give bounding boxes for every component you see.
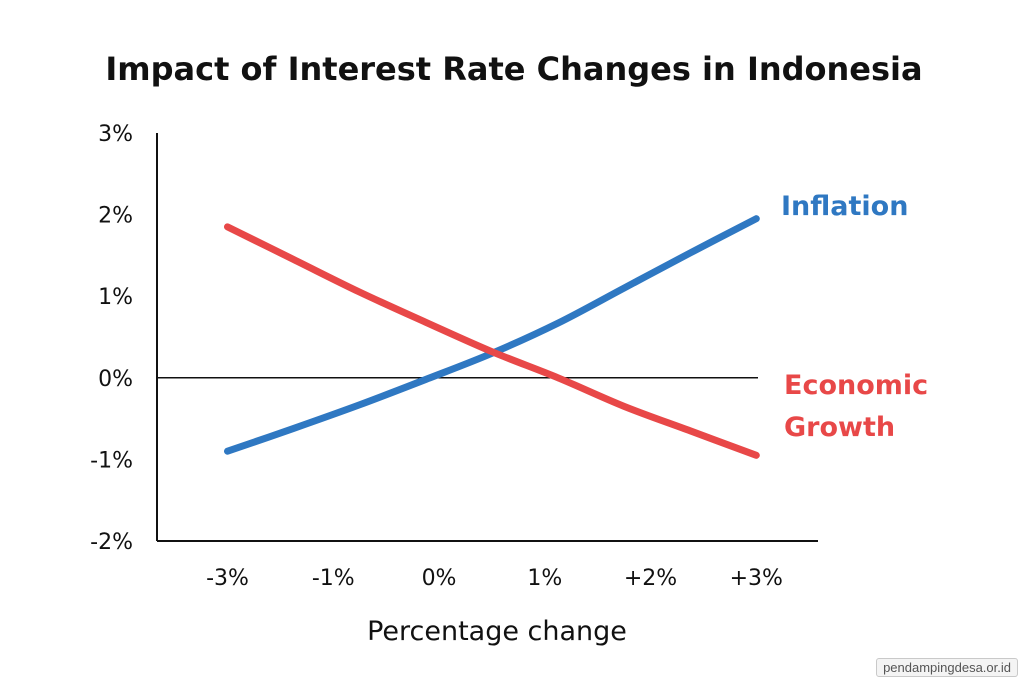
- axes: [156, 133, 818, 542]
- x-tick-label: -3%: [206, 566, 249, 591]
- series-lines: [224, 215, 760, 459]
- y-tick-label: 3%: [98, 122, 133, 147]
- y-tick-label: 2%: [98, 204, 133, 229]
- series-line: [224, 223, 760, 459]
- watermark: pendampingdesa.or.id: [876, 658, 1018, 677]
- y-tick-label: -2%: [90, 530, 133, 555]
- series-label: Growth: [784, 412, 895, 443]
- x-tick-label: +2%: [624, 566, 677, 591]
- x-tick-label: +3%: [730, 566, 783, 591]
- x-tick-label: 0%: [422, 566, 457, 591]
- series-labels: Inflation Economic Growth: [781, 191, 928, 443]
- chart-title: Impact of Interest Rate Changes in Indon…: [105, 50, 922, 88]
- y-tick-labels: 3% 2% 1% 0% -1% -2%: [90, 122, 133, 555]
- series-label: Economic: [784, 370, 928, 401]
- x-tick-label: -1%: [312, 566, 355, 591]
- x-tick-labels: -3% -1% 0% 1% +2% +3%: [206, 566, 783, 591]
- series-line: [224, 215, 760, 455]
- y-tick-label: 1%: [98, 285, 133, 310]
- x-tick-label: 1%: [527, 566, 562, 591]
- series-label: Inflation: [781, 191, 908, 222]
- y-tick-label: 0%: [98, 367, 133, 392]
- x-axis-label: Percentage change: [367, 616, 627, 647]
- y-tick-label: -1%: [90, 448, 133, 473]
